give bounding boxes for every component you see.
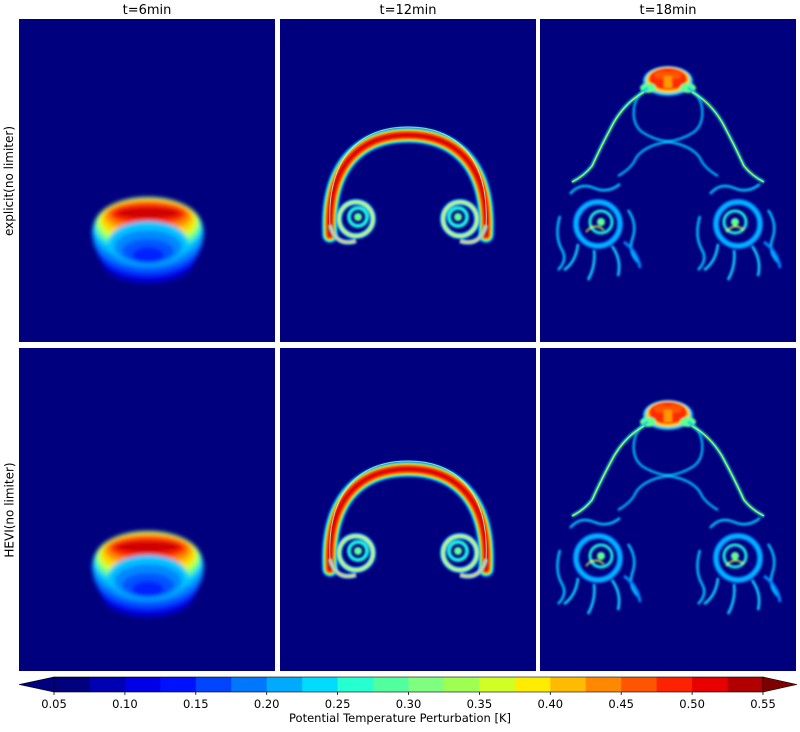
colorbar-tick-label: 0.05 <box>41 697 67 711</box>
panel-background <box>280 348 536 671</box>
colorbar-segment <box>443 677 480 692</box>
column-title: t=12min <box>379 3 437 18</box>
panel-background <box>19 348 275 671</box>
colorbar-segment <box>54 677 90 692</box>
colorbar-segment <box>266 677 303 692</box>
colorbar-tick-label: 0.25 <box>324 697 351 711</box>
column-title: t=18min <box>639 3 697 18</box>
colorbar-segment <box>302 677 339 692</box>
colorbar-segment <box>656 677 693 692</box>
colorbar-segment <box>373 677 409 692</box>
panel <box>19 348 275 671</box>
colorbar-under-extension <box>18 676 55 693</box>
colorbar-tick-label: 0.40 <box>537 697 564 711</box>
panel <box>540 19 796 342</box>
colorbar-segment <box>124 677 161 692</box>
panel-background <box>19 19 275 342</box>
colorbar-tick-label: 0.10 <box>112 697 138 711</box>
colorbar-tick-label: 0.20 <box>253 697 280 711</box>
colorbar-over-extension <box>762 676 798 693</box>
panel-background <box>540 348 796 671</box>
colorbar-segment <box>621 677 658 692</box>
colorbar-segment <box>479 677 516 692</box>
colorbar-tick-label: 0.30 <box>395 697 422 711</box>
column-title: t=6min <box>122 3 172 18</box>
colorbar-segment <box>195 677 232 692</box>
colorbar-label: Potential Temperature Perturbation [K] <box>289 711 511 725</box>
colorbar-tick-label: 0.15 <box>182 697 209 711</box>
colorbar-segment <box>160 677 197 692</box>
colorbar-segment <box>408 677 445 692</box>
row-label: explicit(no limiter) <box>2 125 17 236</box>
colorbar-segment <box>692 677 729 692</box>
colorbar-segment <box>550 677 587 692</box>
row-label: HEVI(no limiter) <box>2 461 17 558</box>
colorbar-tick-label: 0.35 <box>466 697 493 711</box>
colorbar-segment <box>89 677 126 692</box>
colorbar-segment <box>337 677 374 692</box>
colorbar <box>18 676 798 695</box>
panel <box>280 348 536 671</box>
colorbar-tick-label: 0.50 <box>679 697 705 711</box>
panel <box>280 19 536 342</box>
panel <box>19 19 275 342</box>
colorbar-segment <box>514 677 551 692</box>
panel <box>540 348 796 671</box>
colorbar-tick-label: 0.55 <box>750 697 776 711</box>
panel-background <box>280 19 536 342</box>
colorbar-segment <box>727 677 764 692</box>
colorbar-tick-label: 0.45 <box>608 697 634 711</box>
colorbar-segment <box>585 677 622 692</box>
colorbar-segment <box>231 677 268 692</box>
